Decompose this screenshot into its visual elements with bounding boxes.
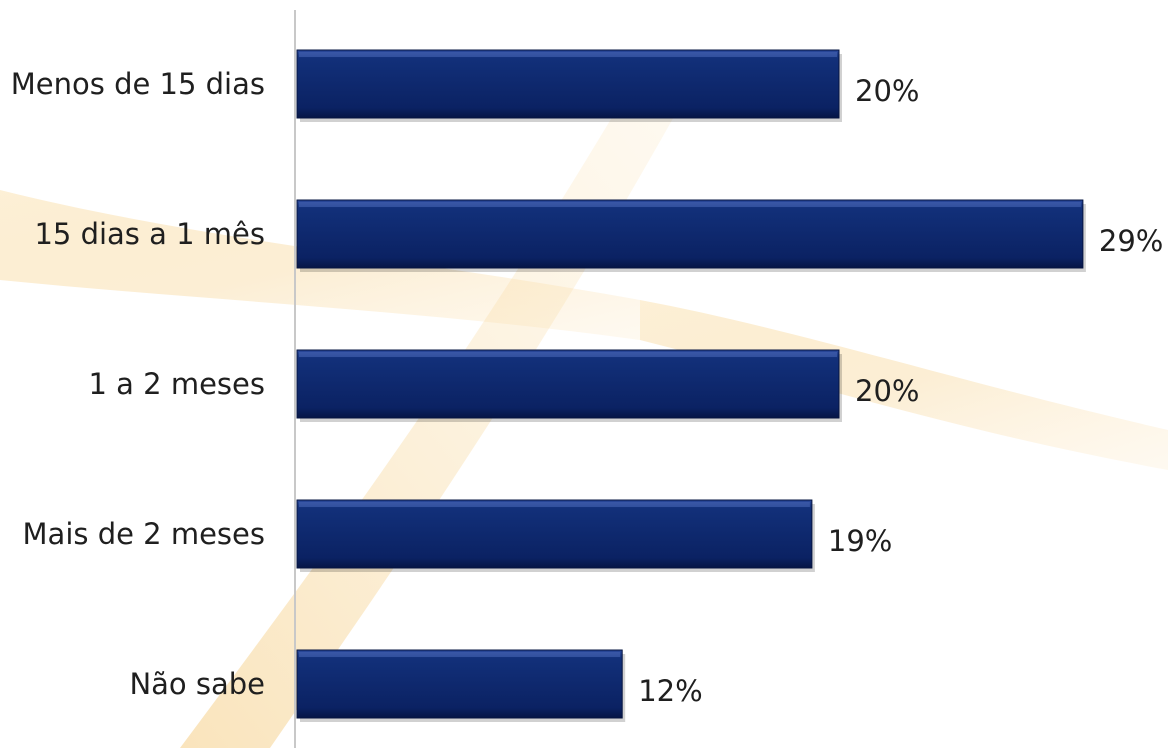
bar-highlight: [299, 502, 810, 507]
bar: [296, 499, 813, 569]
bar: [296, 49, 840, 119]
category-label: 1 a 2 meses: [89, 367, 265, 401]
bar-highlight: [299, 652, 621, 657]
bar-highlight: [299, 52, 837, 57]
category-label: 15 dias a 1 mês: [34, 217, 265, 251]
bar: [296, 349, 840, 419]
labels-layer: Menos de 15 dias 20% 15 dias a 1 mês 29% 1 a…: [11, 67, 1164, 708]
bar: [296, 199, 1084, 269]
bars-layer: [296, 49, 1086, 722]
bar: [296, 649, 623, 719]
bar-highlight: [299, 352, 837, 357]
category-label: Não sabe: [129, 667, 265, 701]
value-label: 12%: [638, 674, 702, 708]
watermark-swoosh-right: [640, 300, 1168, 470]
category-label: Menos de 15 dias: [11, 67, 265, 101]
bar-highlight: [299, 202, 1081, 207]
value-label: 19%: [828, 524, 892, 558]
value-label: 29%: [1099, 224, 1163, 258]
value-label: 20%: [855, 374, 919, 408]
value-label: 20%: [855, 74, 919, 108]
category-label: Mais de 2 meses: [23, 517, 265, 551]
